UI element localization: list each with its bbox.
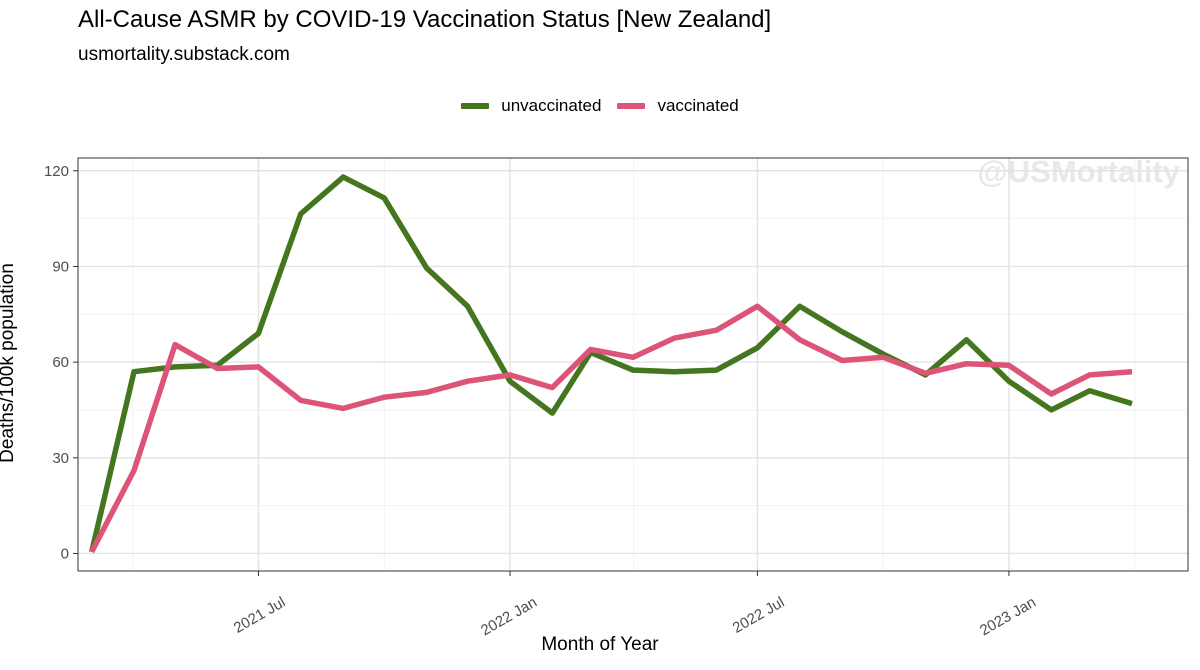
- x-axis-title: Month of Year: [541, 634, 659, 655]
- chart-title: All-Cause ASMR by COVID-19 Vaccination S…: [78, 6, 772, 33]
- series-line-vaccinated: [89, 303, 1133, 554]
- y-tick-label: 0: [61, 545, 69, 562]
- chart-subtitle: usmortality.substack.com: [78, 44, 290, 65]
- legend: unvaccinated vaccinated: [0, 96, 1200, 116]
- legend-label-unvaccinated: unvaccinated: [501, 96, 602, 115]
- x-tick-label: 2021 Jul: [231, 594, 289, 637]
- y-axis-title: Deaths/100k population: [0, 263, 18, 463]
- y-tick-label: 60: [52, 354, 69, 371]
- legend-label-vaccinated: vaccinated: [657, 96, 739, 115]
- legend-item-unvaccinated[interactable]: unvaccinated: [461, 96, 601, 116]
- plot-border: [77, 157, 1189, 572]
- legend-key-vaccinated: [617, 103, 646, 109]
- y-tick-label: 120: [44, 163, 69, 180]
- x-tick-label: 2022 Jul: [730, 594, 788, 637]
- x-tick-label: 2023 Jan: [977, 594, 1039, 640]
- x-tick-label: 2022 Jan: [478, 594, 540, 640]
- y-tick-label: 90: [52, 258, 69, 275]
- watermark: @USMortality: [978, 154, 1181, 189]
- series-line-unvaccinated: [89, 174, 1133, 553]
- legend-key-unvaccinated: [461, 103, 490, 109]
- y-tick-label: 30: [52, 450, 69, 467]
- legend-item-vaccinated[interactable]: vaccinated: [617, 96, 739, 116]
- plot-panel: [78, 158, 1188, 571]
